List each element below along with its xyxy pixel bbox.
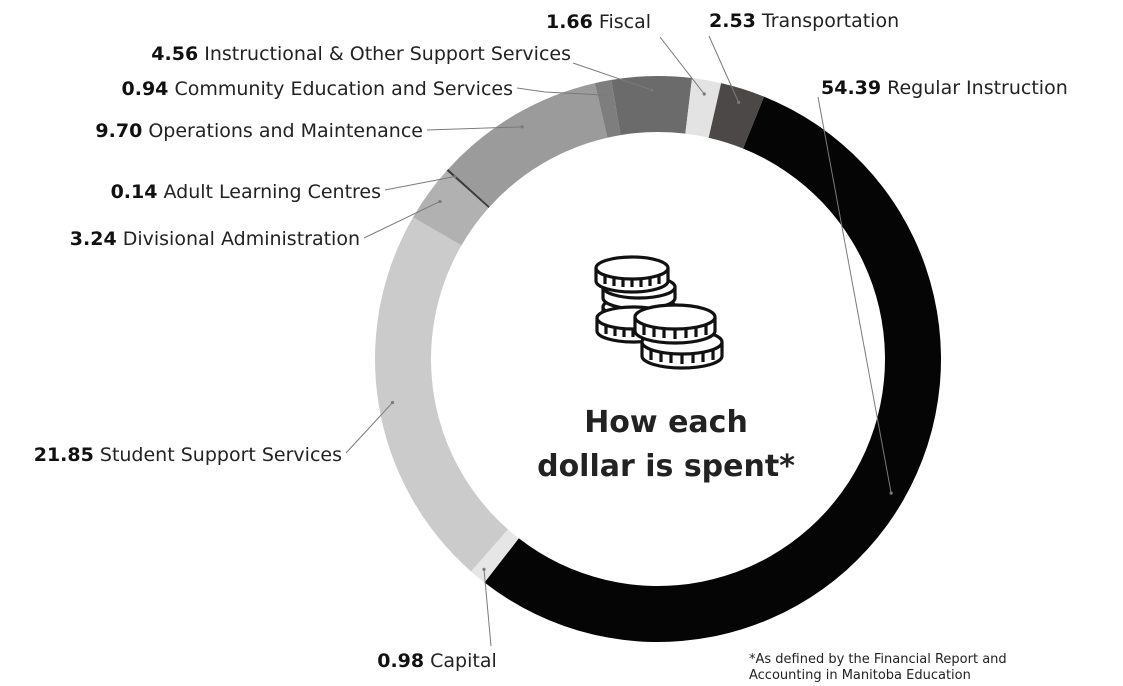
leader-line xyxy=(426,126,523,131)
leader-line xyxy=(384,176,456,191)
leader-dot xyxy=(482,567,486,571)
slice-label: 3.24 Divisional Administration xyxy=(70,228,360,250)
slice-value: 3.24 xyxy=(70,228,117,250)
slice-label: 2.53 Transportation xyxy=(709,10,899,32)
leader-dot xyxy=(737,100,741,104)
footnote-line-1: *As defined by the Financial Report and xyxy=(749,652,1007,667)
slice-adult-learning-centres xyxy=(446,168,490,209)
slice-name: Operations and Maintenance xyxy=(142,120,423,142)
slice-name: Divisional Administration xyxy=(117,228,360,250)
slice-label: 0.14 Adult Learning Centres xyxy=(111,181,381,203)
slice-label: 54.39 Regular Instruction xyxy=(821,77,1068,99)
slice-label: 9.70 Operations and Maintenance xyxy=(95,120,423,142)
slice-name: Community Education and Services xyxy=(168,78,513,100)
slice-value: 0.14 xyxy=(111,181,158,203)
leader-dot xyxy=(520,125,524,129)
slice-name: Student Support Services xyxy=(94,444,342,466)
center-title-line-2: dollar is spent* xyxy=(537,449,795,484)
slice-value: 54.39 xyxy=(821,77,881,99)
slice-divisional-administration xyxy=(412,170,489,246)
slice-value: 1.66 xyxy=(546,11,593,33)
leader-line xyxy=(572,62,653,91)
footnote: *As defined by the Financial Report and … xyxy=(749,652,1109,684)
slice-value: 21.85 xyxy=(34,444,94,466)
slice-value: 0.98 xyxy=(377,650,424,672)
leader-dot xyxy=(438,199,442,204)
leader-dot xyxy=(390,400,395,405)
slice-label: 0.94 Community Education and Services xyxy=(122,78,513,100)
slice-value: 0.94 xyxy=(122,78,169,100)
leader-line xyxy=(708,35,740,103)
slice-value: 9.70 xyxy=(95,120,142,142)
leader-line xyxy=(345,402,393,454)
leader-line xyxy=(817,96,892,494)
slice-name: Instructional & Other Support Services xyxy=(198,43,571,65)
slice-student-support-services xyxy=(374,217,509,572)
slice-label: 21.85 Student Support Services xyxy=(34,444,342,466)
slice-value: 4.56 xyxy=(151,43,198,65)
slice-transportation xyxy=(708,83,765,149)
slice-name: Transportation xyxy=(756,10,899,32)
slice-instructional-other-support-services xyxy=(611,75,693,136)
slice-labels: 54.39 Regular Instruction 0.98 Capital 21.… xyxy=(34,10,1068,672)
leader-line xyxy=(363,200,441,239)
center-title-line-1: How each xyxy=(584,405,748,440)
slice-label: 1.66 Fiscal xyxy=(546,11,651,33)
leader-lines xyxy=(345,35,893,647)
coins-stack-icon xyxy=(594,255,724,370)
leader-dot xyxy=(453,174,457,179)
slice-community-education-and-services xyxy=(594,79,621,138)
slice-value: 2.53 xyxy=(709,10,756,32)
slice-name: Adult Learning Centres xyxy=(157,181,381,203)
footnote-line-2: Accounting in Manitoba Education xyxy=(749,668,971,683)
leader-line xyxy=(483,569,492,647)
leader-dot xyxy=(604,93,608,97)
slice-name: Capital xyxy=(424,650,497,672)
slice-regular-instruction xyxy=(484,96,941,642)
leader-line xyxy=(516,87,606,96)
slice-operations-and-maintenance xyxy=(448,83,608,207)
slice-fiscal xyxy=(685,78,722,138)
slice-label: 0.98 Capital xyxy=(377,650,497,672)
slice-name: Fiscal xyxy=(593,11,651,33)
donut-slices xyxy=(374,75,941,642)
leader-line xyxy=(659,36,705,95)
slice-label: 4.56 Instructional & Other Support Servi… xyxy=(151,43,571,65)
leader-dot xyxy=(650,88,654,92)
slice-name: Regular Instruction xyxy=(881,77,1068,99)
leader-dot xyxy=(702,92,706,96)
leader-dot xyxy=(889,491,893,495)
